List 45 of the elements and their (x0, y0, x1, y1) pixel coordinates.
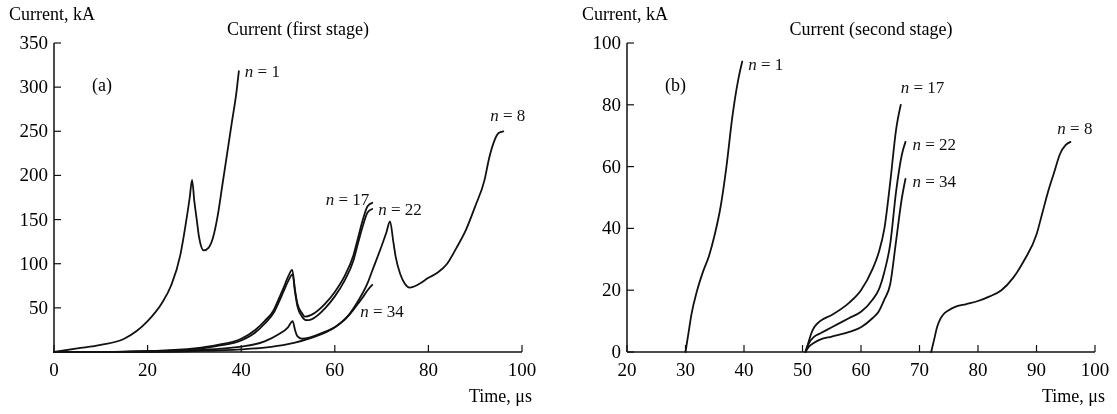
x-tick-label: 100 (1080, 359, 1110, 380)
y-tick-label: 0 (611, 341, 621, 362)
x-tick-label: 20 (138, 359, 158, 380)
x-tick-label: 50 (793, 359, 812, 380)
y-tick-label: 80 (602, 93, 621, 115)
x-tick-label: 70 (910, 359, 929, 380)
y-tick-label: 60 (602, 155, 621, 177)
y-axis-title: Current, kA (582, 4, 668, 24)
series-label: n = 34 (360, 301, 405, 321)
x-tick-label: 80 (968, 359, 988, 380)
x-tick-label: 30 (676, 359, 695, 380)
series-label: n = 8 (490, 106, 526, 126)
y-tick-label: 200 (19, 164, 48, 186)
series-label: n = 22 (378, 199, 422, 219)
series-label: n = 1 (748, 54, 784, 74)
y-axis-title: Current, kA (9, 4, 95, 24)
x-axis-title: Time, μs (1041, 386, 1105, 406)
annotation: (a) (92, 75, 112, 96)
series-label: n = 22 (912, 134, 957, 154)
y-tick-label: 100 (19, 252, 48, 274)
x-tick-label: 90 (1027, 359, 1046, 380)
chart-title: Current (first stage) (227, 19, 369, 40)
y-tick-label: 40 (602, 217, 621, 239)
y-tick-label: 50 (29, 296, 48, 318)
series-label: n = 17 (900, 77, 945, 97)
x-axis-title: Time, μs (468, 386, 532, 406)
x-tick-label: 20 (617, 359, 637, 380)
series-label: n = 34 (912, 171, 957, 191)
y-tick-label: 100 (592, 32, 621, 53)
y-tick-label: 150 (19, 208, 48, 230)
series-label: n = 1 (244, 62, 280, 82)
x-tick-label: 60 (851, 359, 871, 380)
x-tick-label: 40 (231, 359, 251, 380)
y-tick-label: 20 (602, 279, 621, 301)
y-tick-label: 250 (19, 120, 48, 142)
x-tick-label: 100 (507, 359, 537, 380)
y-tick-label: 350 (19, 32, 48, 53)
chart-title: Current (second stage) (789, 19, 953, 40)
series-label: n = 17 (325, 189, 370, 209)
x-tick-label: 40 (734, 359, 754, 380)
y-tick-label: 300 (19, 76, 48, 98)
annotation: (b) (665, 75, 686, 96)
x-tick-label: 80 (418, 359, 438, 380)
series-label: n = 8 (1057, 118, 1093, 138)
x-tick-label: 60 (325, 359, 345, 380)
